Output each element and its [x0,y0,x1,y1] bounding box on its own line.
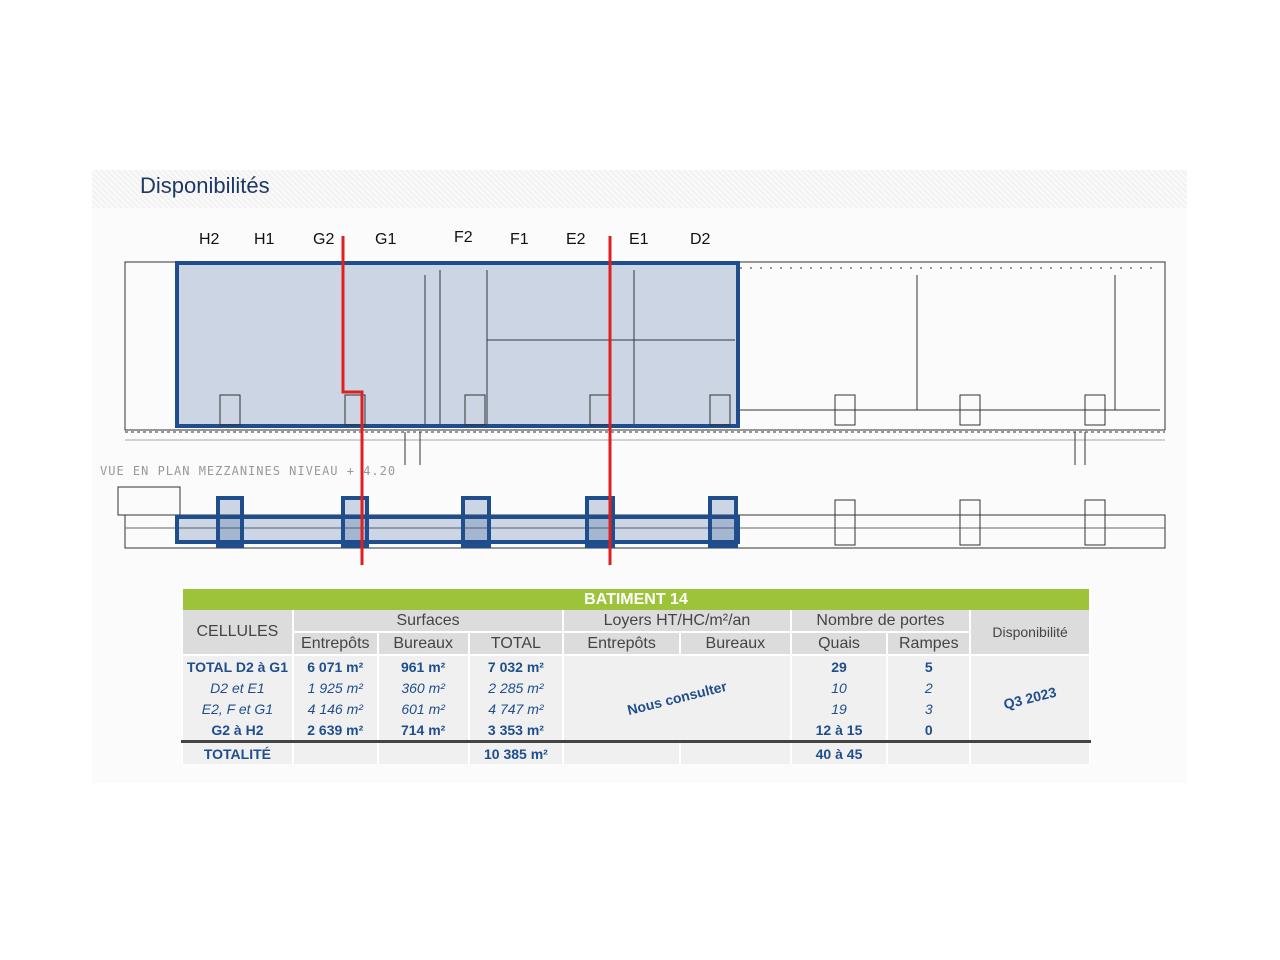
cell-total: 7 032 m² [467,655,565,677]
cell-rampes: 2 [886,677,972,698]
page-title: Disponibilités [140,173,270,198]
header-loyer-entrepots: Entrepôts [562,632,681,656]
header-loyers: Loyers HT/HC/m²/an [562,610,792,633]
table-row: G2 à H2 2 639 m² 714 m² 3 353 m² 12 à 15… [181,719,1090,742]
header-rampes: Rampes [886,632,972,656]
cell-quais: 19 [789,698,889,719]
cell-rampes: 5 [886,655,972,677]
cell-cellule: E2, F et G1 [181,698,294,719]
title-bar: Disponibilités [92,170,1187,208]
cell-label: D2 [690,231,711,248]
cell-entrepots: 6 071 m² [291,655,379,677]
loyers-note: Nous consulter [625,677,729,719]
cell-bureaux: 601 m² [376,698,470,719]
disponibilite-cell: Q3 2023 [969,655,1091,742]
totalite-quais: 40 à 45 [789,740,889,764]
table-row: E2, F et G1 4 146 m² 601 m² 4 747 m² 19 … [181,698,1090,719]
cell-label: F2 [454,229,473,246]
header-bureaux: Bureaux [376,632,470,656]
disponibilite-value: Q3 2023 [1002,683,1059,713]
header-quais: Quais [789,632,889,656]
cell-label: F1 [510,231,529,248]
header-loyer-bureaux: Bureaux [678,632,792,656]
cell-entrepots: 2 639 m² [291,719,379,742]
cell-rampes: 3 [886,698,972,719]
header-total: TOTAL [467,632,565,656]
header-entrepots: Entrepôts [291,632,379,656]
cell-label: E2 [566,231,586,248]
cell-cellule: D2 et E1 [181,677,294,698]
cell-total: 2 285 m² [467,677,565,698]
cell-label: G1 [375,231,397,248]
header-cellules: CELLULES [181,610,294,656]
totalite-label: TOTALITÉ [181,740,294,764]
header-portes: Nombre de portes [789,610,972,633]
cell-bureaux: 714 m² [376,719,470,742]
cell-quais: 12 à 15 [789,719,889,742]
table-row: TOTAL D2 à G1 6 071 m² 961 m² 7 032 m² N… [181,655,1091,742]
cell-bureaux: 961 m² [376,655,470,677]
building-header: BATIMENT 14 [181,589,1091,610]
mezzanine-label: VUE EN PLAN MEZZANINES NIVEAU + 4.20 [100,464,397,478]
cell-entrepots: 1 925 m² [291,677,379,698]
cell-entrepots: 4 146 m² [291,698,379,719]
header-surfaces: Surfaces [291,610,565,633]
cell-rampes: 0 [886,719,972,742]
cell-label: H1 [254,231,275,248]
cell-cellule: TOTAL D2 à G1 [181,655,294,677]
totalite-total: 10 385 m² [467,740,565,764]
cell-quais: 29 [789,655,889,677]
divider-line-g2-g1 [341,236,364,565]
cell-quais: 10 [789,677,889,698]
header-disponibilite: Disponibilité [969,610,1091,656]
availability-table: BATIMENT 14 CELLULES Surfaces Loyers HT/… [181,589,1091,764]
cell-total: 3 353 m² [467,719,565,742]
cell-cellule: G2 à H2 [181,719,294,742]
table-row: D2 et E1 1 925 m² 360 m² 2 285 m² 10 2 [181,677,1090,698]
cell-label: H2 [199,231,220,248]
cell-total: 4 747 m² [467,698,565,719]
cell-bureaux: 360 m² [376,677,470,698]
cell-label: G2 [313,231,335,248]
totalite-row: TOTALITÉ 10 385 m² 40 à 45 [181,740,1091,764]
cell-label: E1 [629,231,649,248]
loyers-note-cell: Nous consulter [562,655,792,742]
